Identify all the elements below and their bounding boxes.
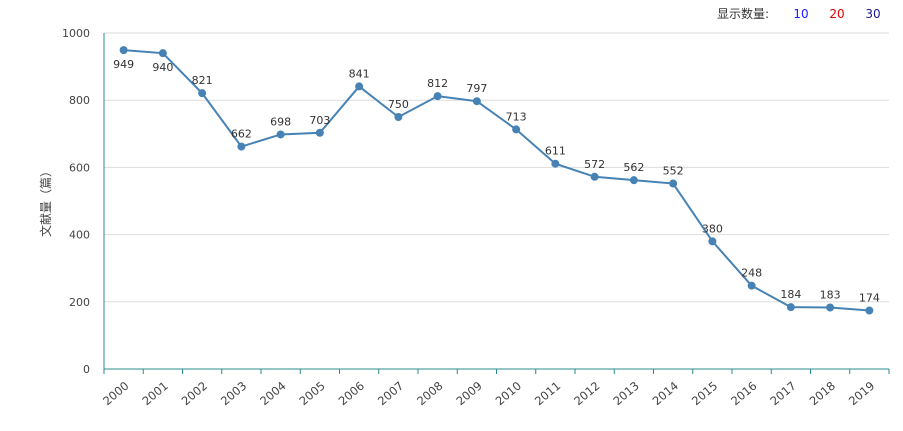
x-tick-label: 2018	[807, 379, 838, 409]
series-line	[123, 49, 870, 312]
y-tick-label: 800	[69, 94, 90, 107]
data-point	[512, 125, 521, 134]
data-label: 713	[506, 110, 527, 123]
data-point	[119, 46, 128, 55]
data-point	[590, 172, 599, 181]
y-tick-label: 200	[69, 296, 90, 309]
x-tick-label: 2014	[650, 379, 681, 409]
data-label: 821	[192, 74, 213, 87]
data-point	[669, 179, 678, 188]
data-point	[747, 281, 756, 290]
data-label: 662	[231, 128, 252, 141]
x-tick-label: 2008	[414, 379, 445, 409]
y-tick-label: 600	[69, 161, 90, 174]
data-point	[629, 176, 638, 185]
data-label: 698	[270, 115, 291, 128]
data-point	[237, 142, 246, 151]
data-label: 174	[859, 292, 880, 305]
x-tick-label: 2010	[493, 379, 524, 409]
data-point	[433, 92, 442, 101]
data-label: 703	[309, 114, 330, 127]
x-tick-label: 2004	[257, 379, 288, 409]
x-tick-label: 2013	[610, 379, 641, 409]
data-label: 552	[663, 165, 684, 178]
data-label: 572	[584, 158, 605, 171]
display-count-label: 显示数量:	[716, 7, 769, 21]
count-option-20[interactable]: 20	[829, 6, 845, 21]
x-tick-label: 2011	[532, 379, 563, 409]
data-point	[786, 303, 795, 312]
x-tick-label: 2019	[846, 379, 877, 409]
display-count-control: 显示数量: 10 20 30	[717, 5, 891, 22]
x-tick-label: 2009	[453, 379, 484, 409]
data-point	[198, 89, 207, 98]
data-point	[355, 82, 364, 91]
data-point	[472, 97, 481, 106]
data-label: 841	[349, 67, 370, 80]
y-tick-label: 1000	[62, 27, 90, 40]
x-tick-label: 2002	[179, 379, 210, 409]
data-point	[708, 237, 717, 246]
data-label: 184	[780, 288, 801, 301]
y-tick-label: 0	[83, 363, 90, 376]
count-option-10[interactable]: 10	[793, 6, 809, 21]
data-point	[551, 159, 560, 168]
data-label: 183	[820, 289, 841, 302]
data-point	[276, 130, 285, 139]
x-tick-label: 2007	[375, 379, 406, 409]
data-point	[865, 306, 874, 315]
data-label: 750	[388, 98, 409, 111]
y-tick-label: 400	[69, 229, 90, 242]
data-point	[826, 303, 835, 312]
data-label: 380	[702, 222, 723, 235]
x-tick-label: 2003	[218, 379, 249, 409]
x-tick-label: 2001	[139, 379, 170, 409]
data-label: 940	[152, 61, 173, 74]
data-point	[394, 113, 403, 121]
data-point	[315, 128, 324, 137]
x-tick-label: 2015	[689, 379, 720, 409]
data-label: 949	[113, 58, 134, 71]
data-label: 248	[741, 267, 762, 280]
x-tick-label: 2000	[100, 379, 131, 409]
data-label: 797	[466, 82, 487, 95]
x-tick-label: 2006	[336, 379, 367, 409]
y-axis-label: 文献量（篇）	[38, 165, 53, 237]
x-tick-label: 2017	[767, 379, 798, 409]
data-point	[158, 49, 167, 58]
count-option-30[interactable]: 30	[865, 6, 881, 21]
data-label: 812	[427, 77, 448, 90]
data-label: 611	[545, 145, 566, 158]
x-tick-label: 2016	[728, 379, 759, 409]
data-label: 562	[623, 161, 644, 174]
x-tick-label: 2005	[296, 379, 327, 409]
x-tick-label: 2012	[571, 379, 602, 409]
